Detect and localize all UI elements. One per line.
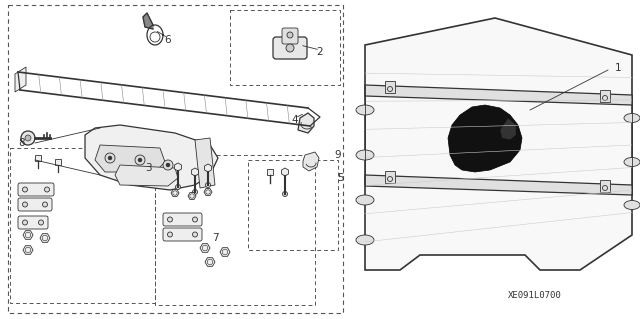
Ellipse shape (624, 158, 640, 167)
FancyBboxPatch shape (273, 37, 307, 59)
Bar (385, 171, 395, 183)
Text: 6: 6 (164, 35, 172, 45)
Circle shape (105, 153, 115, 163)
Polygon shape (191, 168, 198, 176)
Polygon shape (95, 145, 165, 172)
Text: 3: 3 (145, 163, 151, 173)
FancyBboxPatch shape (18, 183, 54, 196)
Bar (8, 5, 343, 313)
Ellipse shape (356, 195, 374, 205)
Circle shape (135, 155, 145, 165)
Polygon shape (23, 246, 33, 254)
Ellipse shape (356, 235, 374, 245)
Polygon shape (448, 105, 522, 172)
Ellipse shape (356, 150, 374, 160)
FancyBboxPatch shape (163, 213, 202, 226)
Polygon shape (40, 234, 50, 242)
Ellipse shape (624, 114, 640, 122)
Text: 1: 1 (614, 63, 621, 73)
Polygon shape (23, 231, 33, 239)
Polygon shape (365, 85, 632, 105)
Bar (248, 160, 338, 250)
Polygon shape (200, 244, 210, 252)
Circle shape (205, 182, 211, 188)
FancyBboxPatch shape (282, 28, 298, 44)
Polygon shape (85, 125, 218, 190)
Polygon shape (205, 258, 215, 266)
Circle shape (45, 187, 49, 192)
Circle shape (22, 202, 28, 207)
Polygon shape (303, 152, 319, 171)
Text: 7: 7 (212, 233, 218, 243)
Polygon shape (365, 18, 632, 270)
Text: 9: 9 (335, 150, 341, 160)
Bar (55, 159, 61, 165)
Circle shape (25, 135, 31, 141)
Text: 2: 2 (317, 47, 323, 57)
Polygon shape (220, 248, 230, 256)
Circle shape (175, 184, 180, 189)
Polygon shape (115, 165, 178, 186)
Bar (155, 155, 315, 305)
Circle shape (42, 202, 47, 207)
Ellipse shape (624, 201, 640, 210)
Circle shape (38, 220, 44, 225)
Text: XE091L0700: XE091L0700 (508, 291, 562, 300)
Polygon shape (204, 189, 212, 196)
Polygon shape (15, 67, 26, 92)
Text: 8: 8 (19, 138, 26, 148)
Text: 4: 4 (292, 115, 298, 125)
Circle shape (22, 220, 28, 225)
Circle shape (21, 131, 35, 145)
Polygon shape (365, 175, 632, 195)
FancyBboxPatch shape (18, 198, 52, 211)
Polygon shape (500, 118, 516, 140)
Circle shape (163, 160, 173, 170)
Polygon shape (171, 189, 179, 197)
Circle shape (193, 217, 198, 222)
Polygon shape (282, 168, 289, 176)
Bar (600, 180, 610, 192)
Bar (385, 81, 395, 93)
Circle shape (22, 187, 28, 192)
Circle shape (138, 158, 142, 162)
Circle shape (168, 232, 173, 237)
Circle shape (168, 217, 173, 222)
Circle shape (166, 163, 170, 167)
Circle shape (282, 191, 287, 197)
Polygon shape (188, 193, 196, 199)
Circle shape (287, 32, 293, 38)
Text: 5: 5 (337, 173, 343, 183)
Bar (10, 148, 155, 303)
Ellipse shape (356, 105, 374, 115)
Polygon shape (195, 138, 215, 188)
Bar (35, 155, 41, 161)
Polygon shape (205, 164, 211, 172)
Polygon shape (298, 113, 314, 133)
Circle shape (193, 189, 198, 195)
Polygon shape (175, 163, 182, 171)
FancyBboxPatch shape (163, 228, 202, 241)
FancyBboxPatch shape (18, 216, 48, 229)
Polygon shape (143, 13, 153, 29)
Bar (267, 169, 273, 175)
Circle shape (286, 44, 294, 52)
Circle shape (193, 232, 198, 237)
Bar (600, 90, 610, 102)
Bar (230, 10, 340, 85)
Circle shape (108, 156, 112, 160)
